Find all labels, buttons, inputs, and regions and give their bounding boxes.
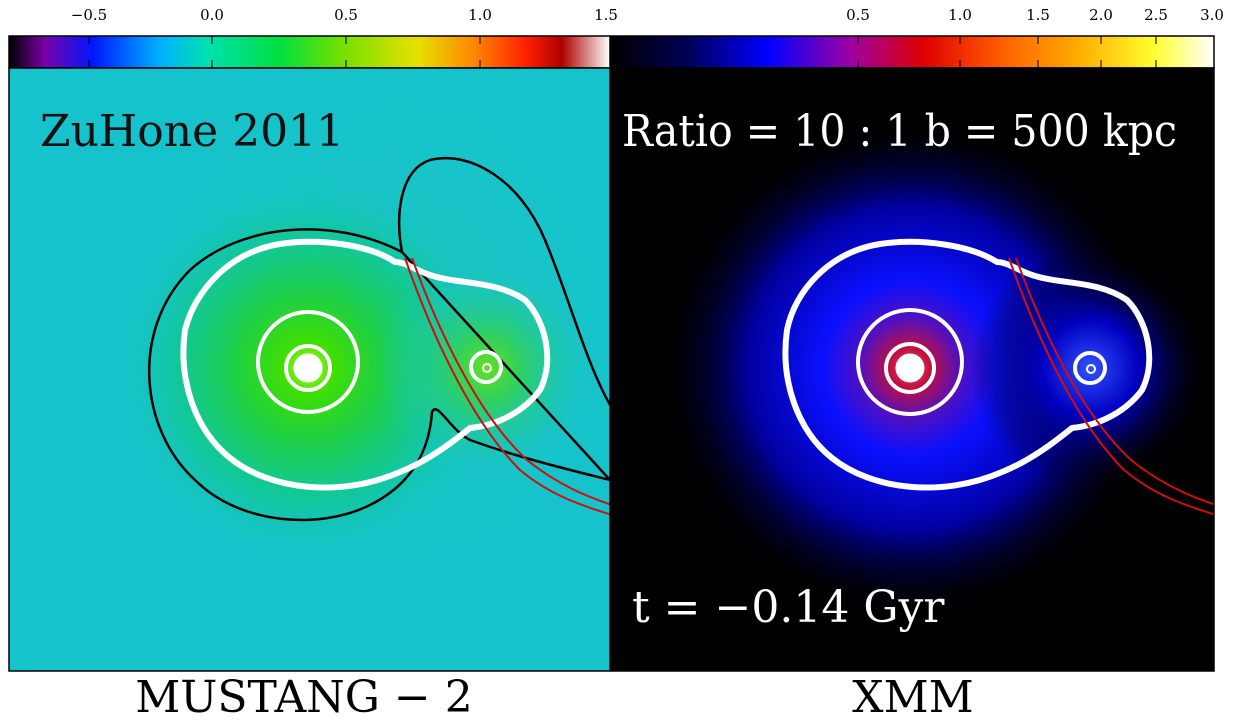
right-colorbar-tick-label: 0.5 — [846, 6, 870, 24]
right-main-contour-3 — [895, 353, 925, 383]
right-colorbar-tick-label: 1.5 — [1026, 6, 1050, 24]
left-sub-contour-1 — [469, 350, 503, 384]
left-colorbar-tick-label: 0.5 — [334, 6, 358, 24]
left-panel-label: ZuHone 2011 — [40, 106, 344, 157]
left-colorbar-tick-label: 1.5 — [594, 6, 618, 24]
right-red-track-1 — [1008, 257, 1214, 516]
left-panel-caption: MUSTANG − 2 — [135, 672, 472, 723]
left-colorbar: −0.5 0.0 0.5 1.0 1.5 — [8, 6, 618, 69]
left-red-track-2 — [411, 257, 610, 506]
right-red-track-2 — [1015, 257, 1214, 506]
left-colorbar-tick-label: −0.5 — [71, 6, 107, 24]
left-sub-contour-2 — [482, 363, 492, 373]
left-main-contour-3 — [293, 353, 323, 383]
right-colorbar: 0.5 1.0 1.5 2.0 2.5 3.0 — [610, 6, 1224, 69]
left-colorbar-tick-label: 1.0 — [468, 6, 492, 24]
left-red-track-1 — [404, 257, 610, 516]
right-colorbar-tick-label: 2.5 — [1144, 6, 1168, 24]
left-main-contour-1 — [256, 310, 360, 414]
right-panel: Ratio = 10 : 1 b = 500 kpc t = −0.14 Gyr — [611, 68, 1214, 671]
left-colorbar-ticks — [88, 36, 481, 68]
right-colorbar-tick-label: 3.0 — [1200, 6, 1224, 24]
left-main-contour-2 — [284, 344, 332, 392]
right-main-contour-2 — [884, 342, 936, 394]
left-panel-frame — [8, 67, 611, 672]
right-sub-contour-2 — [1086, 364, 1096, 374]
left-panel: ZuHone 2011 — [9, 68, 610, 671]
right-panel-caption: XMM — [852, 672, 973, 723]
right-colorbar-gradient — [610, 35, 1215, 69]
left-colorbar-gradient — [8, 35, 611, 69]
right-sub-contour-1 — [1073, 351, 1107, 385]
right-colorbar-ticks — [857, 36, 1157, 68]
right-main-contour-1 — [856, 308, 964, 416]
right-white-outer-contour — [782, 238, 1153, 491]
left-black-contour — [147, 156, 610, 522]
left-colorbar-tick-label: 0.0 — [200, 6, 224, 24]
right-panel-label: Ratio = 10 : 1 b = 500 kpc — [622, 106, 1177, 157]
right-colorbar-tick-label: 2.0 — [1089, 6, 1113, 24]
right-panel-time-label: t = −0.14 Gyr — [632, 582, 945, 633]
right-panel-frame — [610, 67, 1215, 672]
left-white-outer-contour — [180, 238, 551, 491]
right-colorbar-tick-label: 1.0 — [948, 6, 972, 24]
